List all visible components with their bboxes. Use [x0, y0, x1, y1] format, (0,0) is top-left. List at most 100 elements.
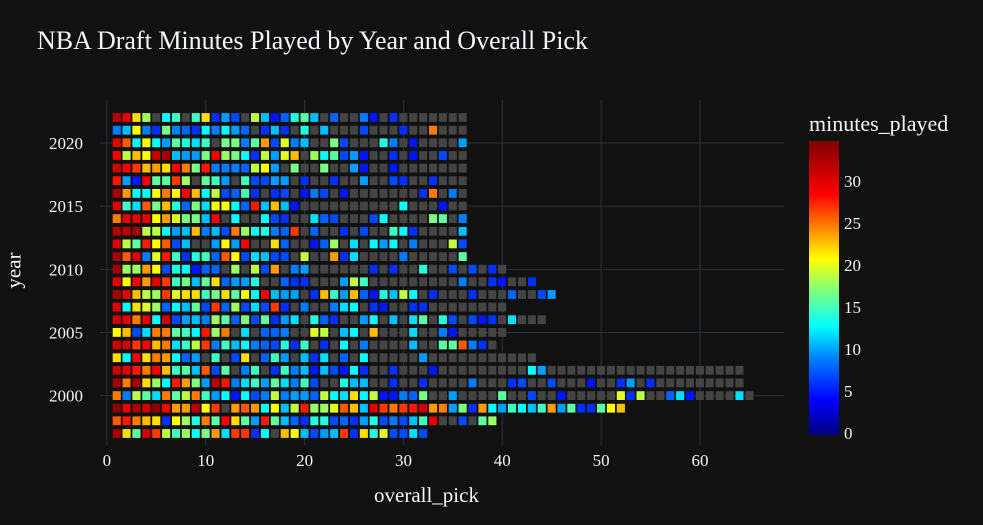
heatmap-cell[interactable]: [330, 252, 339, 261]
heatmap-cell[interactable]: [349, 340, 358, 350]
heatmap-cell[interactable]: [389, 302, 398, 312]
heatmap-cell[interactable]: [745, 391, 754, 400]
heatmap-cell[interactable]: [399, 226, 408, 236]
heatmap-cell[interactable]: [547, 403, 556, 413]
heatmap-cell[interactable]: [260, 429, 269, 438]
heatmap-cell[interactable]: [320, 403, 329, 413]
heatmap-cell[interactable]: [122, 239, 131, 249]
heatmap-cell[interactable]: [349, 189, 358, 198]
heatmap-cell[interactable]: [537, 290, 546, 299]
heatmap-cell[interactable]: [340, 239, 349, 249]
heatmap-cell[interactable]: [340, 378, 349, 388]
heatmap-cell[interactable]: [172, 264, 181, 274]
heatmap-cell[interactable]: [290, 201, 299, 211]
heatmap-cell[interactable]: [260, 252, 269, 261]
heatmap-cell[interactable]: [379, 340, 388, 350]
heatmap-cell[interactable]: [330, 113, 339, 122]
heatmap-cell[interactable]: [231, 277, 240, 287]
heatmap-cell[interactable]: [122, 151, 131, 160]
heatmap-cell[interactable]: [221, 416, 230, 426]
heatmap-cell[interactable]: [330, 365, 339, 375]
heatmap-cell[interactable]: [241, 277, 250, 287]
heatmap-cell[interactable]: [211, 125, 220, 135]
heatmap-cell[interactable]: [201, 239, 210, 249]
heatmap-cell[interactable]: [231, 151, 240, 160]
heatmap-cell[interactable]: [181, 151, 190, 160]
heatmap-cell[interactable]: [132, 176, 141, 186]
heatmap-cell[interactable]: [429, 378, 438, 388]
heatmap-cell[interactable]: [241, 416, 250, 426]
heatmap-cell[interactable]: [409, 328, 418, 337]
heatmap-cell[interactable]: [488, 315, 497, 325]
heatmap-cell[interactable]: [448, 290, 457, 299]
heatmap-cell[interactable]: [369, 391, 378, 400]
heatmap-cell[interactable]: [448, 302, 457, 312]
heatmap-cell[interactable]: [349, 365, 358, 375]
heatmap-cell[interactable]: [231, 125, 240, 135]
heatmap-cell[interactable]: [448, 340, 457, 350]
heatmap-cell[interactable]: [201, 163, 210, 173]
heatmap-cell[interactable]: [557, 365, 566, 375]
heatmap-cell[interactable]: [389, 328, 398, 337]
heatmap-cell[interactable]: [280, 416, 289, 426]
heatmap-cell[interactable]: [310, 264, 319, 274]
heatmap-cell[interactable]: [142, 429, 151, 438]
heatmap-cell[interactable]: [419, 201, 428, 211]
heatmap-cell[interactable]: [112, 239, 121, 249]
heatmap-cell[interactable]: [221, 302, 230, 312]
heatmap-cell[interactable]: [399, 378, 408, 388]
heatmap-cell[interactable]: [260, 201, 269, 211]
heatmap-cell[interactable]: [231, 429, 240, 438]
heatmap-cell[interactable]: [429, 328, 438, 337]
heatmap-cell[interactable]: [172, 403, 181, 413]
heatmap-cell[interactable]: [280, 302, 289, 312]
heatmap-cell[interactable]: [270, 239, 279, 249]
heatmap-cell[interactable]: [458, 151, 467, 160]
heatmap-cell[interactable]: [162, 138, 171, 148]
heatmap-cell[interactable]: [340, 201, 349, 211]
heatmap-cell[interactable]: [399, 138, 408, 148]
heatmap-cell[interactable]: [448, 113, 457, 122]
heatmap-cell[interactable]: [359, 252, 368, 261]
heatmap-cell[interactable]: [280, 113, 289, 122]
heatmap-cell[interactable]: [300, 403, 309, 413]
heatmap-cell[interactable]: [409, 277, 418, 287]
heatmap-cell[interactable]: [231, 189, 240, 198]
heatmap-cell[interactable]: [251, 378, 260, 388]
heatmap-cell[interactable]: [300, 340, 309, 350]
heatmap-cell[interactable]: [320, 239, 329, 249]
heatmap-cell[interactable]: [527, 403, 536, 413]
heatmap-cell[interactable]: [458, 264, 467, 274]
heatmap-cell[interactable]: [251, 340, 260, 350]
heatmap-cell[interactable]: [310, 214, 319, 223]
heatmap-cell[interactable]: [567, 403, 576, 413]
heatmap-cell[interactable]: [369, 226, 378, 236]
heatmap-cell[interactable]: [201, 252, 210, 261]
heatmap-cell[interactable]: [498, 365, 507, 375]
heatmap-cell[interactable]: [270, 277, 279, 287]
heatmap-cell[interactable]: [231, 290, 240, 299]
heatmap-cell[interactable]: [162, 365, 171, 375]
heatmap-cell[interactable]: [389, 239, 398, 249]
heatmap-cell[interactable]: [300, 113, 309, 122]
heatmap-cell[interactable]: [676, 378, 685, 388]
heatmap-cell[interactable]: [290, 125, 299, 135]
heatmap-cell[interactable]: [162, 239, 171, 249]
heatmap-cell[interactable]: [399, 125, 408, 135]
heatmap-cell[interactable]: [458, 214, 467, 223]
heatmap-cell[interactable]: [330, 264, 339, 274]
heatmap-cell[interactable]: [280, 340, 289, 350]
heatmap-cell[interactable]: [468, 365, 477, 375]
heatmap-cell[interactable]: [379, 201, 388, 211]
heatmap-cell[interactable]: [251, 189, 260, 198]
heatmap-cell[interactable]: [419, 403, 428, 413]
heatmap-cell[interactable]: [112, 429, 121, 438]
heatmap-cell[interactable]: [310, 353, 319, 363]
heatmap-cell[interactable]: [172, 340, 181, 350]
heatmap-cell[interactable]: [122, 163, 131, 173]
heatmap-cell[interactable]: [715, 365, 724, 375]
heatmap-cell[interactable]: [152, 264, 161, 274]
heatmap-cell[interactable]: [181, 353, 190, 363]
heatmap-cell[interactable]: [152, 315, 161, 325]
heatmap-cell[interactable]: [260, 226, 269, 236]
